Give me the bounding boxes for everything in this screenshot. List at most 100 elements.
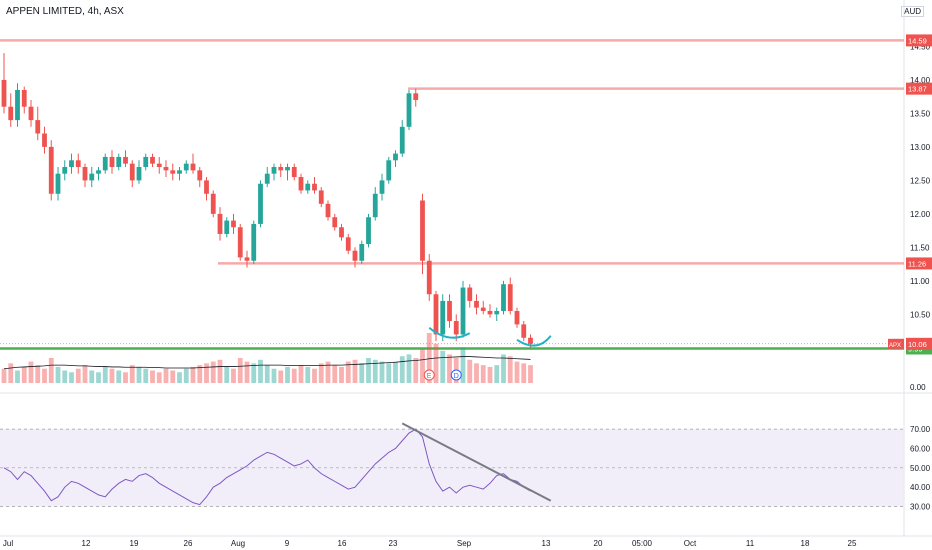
candle-body[interactable] bbox=[244, 257, 250, 261]
candle-body[interactable] bbox=[264, 173, 270, 184]
candle-body[interactable] bbox=[480, 307, 486, 311]
candle-body[interactable] bbox=[339, 227, 344, 238]
candle-body[interactable] bbox=[420, 200, 425, 261]
candle-body[interactable] bbox=[440, 300, 446, 335]
candle-body[interactable] bbox=[28, 106, 34, 121]
candle-body[interactable] bbox=[372, 193, 378, 218]
event-marker[interactable] bbox=[450, 369, 462, 381]
candle-body[interactable] bbox=[507, 284, 513, 311]
candle-body[interactable] bbox=[251, 223, 257, 261]
rsi-trendline[interactable] bbox=[401, 422, 552, 502]
volume-bar bbox=[197, 365, 203, 383]
volume-bar bbox=[298, 365, 304, 383]
candle-body[interactable] bbox=[55, 173, 61, 194]
candle-body[interactable] bbox=[42, 133, 47, 147]
candle-body[interactable] bbox=[1, 79, 7, 107]
volume-bar bbox=[426, 333, 432, 383]
candle-body[interactable] bbox=[379, 180, 385, 194]
candle-body[interactable] bbox=[433, 294, 439, 335]
candle-body[interactable] bbox=[325, 203, 331, 218]
candle-body[interactable] bbox=[224, 220, 230, 234]
candle-body[interactable] bbox=[170, 170, 176, 174]
candle-body[interactable] bbox=[156, 163, 162, 167]
candle-body[interactable] bbox=[514, 310, 520, 325]
candle-body[interactable] bbox=[183, 163, 189, 171]
candle-body[interactable] bbox=[399, 126, 405, 154]
candle-body[interactable] bbox=[231, 220, 236, 228]
candle-body[interactable] bbox=[109, 156, 115, 167]
rsi-line[interactable] bbox=[3, 428, 531, 506]
candle-body[interactable] bbox=[318, 190, 324, 204]
candle-body[interactable] bbox=[15, 89, 20, 121]
candle-body[interactable] bbox=[359, 244, 365, 261]
volume-bar bbox=[89, 370, 95, 383]
candle-body[interactable] bbox=[271, 166, 277, 174]
candle-body[interactable] bbox=[129, 163, 135, 181]
candle-body[interactable] bbox=[237, 227, 243, 258]
candle-body[interactable] bbox=[278, 166, 284, 171]
candle-body[interactable] bbox=[123, 156, 128, 164]
volume-bar bbox=[55, 366, 61, 383]
time-tick-label: 12 bbox=[82, 539, 91, 548]
volume-bar bbox=[150, 370, 155, 383]
candle-body[interactable] bbox=[143, 156, 149, 167]
candle-body[interactable] bbox=[467, 287, 473, 301]
annotation-hook-right[interactable] bbox=[516, 335, 552, 347]
candle-body[interactable] bbox=[345, 237, 351, 251]
candle-body[interactable] bbox=[474, 300, 479, 308]
candle-body[interactable] bbox=[136, 166, 142, 181]
candle-body[interactable] bbox=[447, 300, 452, 322]
candle-body[interactable] bbox=[102, 156, 108, 171]
candle-body[interactable] bbox=[501, 284, 506, 311]
candle-body[interactable] bbox=[291, 166, 297, 178]
candle-body[interactable] bbox=[89, 173, 95, 181]
candle-body[interactable] bbox=[258, 183, 263, 224]
candle-body[interactable] bbox=[96, 170, 101, 174]
time-tick-label: 16 bbox=[338, 539, 347, 548]
candle-body[interactable] bbox=[352, 250, 358, 261]
candle-body[interactable] bbox=[285, 166, 290, 171]
candle-body[interactable] bbox=[163, 166, 169, 171]
event-marker[interactable] bbox=[423, 369, 435, 381]
candle-body[interactable] bbox=[116, 156, 122, 167]
annotation-hook-left[interactable] bbox=[428, 326, 471, 339]
time-tick-label: 26 bbox=[184, 539, 193, 548]
candle-body[interactable] bbox=[210, 193, 216, 214]
candle-body[interactable] bbox=[406, 93, 412, 127]
candle-body[interactable] bbox=[386, 160, 392, 181]
candle-body[interactable] bbox=[460, 287, 466, 335]
candle-body[interactable] bbox=[204, 180, 209, 194]
candle-body[interactable] bbox=[197, 170, 203, 181]
candle-body[interactable] bbox=[393, 153, 398, 161]
candle-body[interactable] bbox=[177, 170, 182, 174]
candle-body[interactable] bbox=[75, 160, 81, 167]
candle-body[interactable] bbox=[48, 146, 54, 194]
candle-body[interactable] bbox=[426, 260, 432, 295]
candle-body[interactable] bbox=[190, 163, 196, 171]
candle-body[interactable] bbox=[217, 213, 223, 234]
candle-body[interactable] bbox=[487, 310, 493, 315]
currency-badge[interactable]: AUD bbox=[901, 6, 924, 17]
candle-body[interactable] bbox=[494, 310, 500, 315]
candle-body[interactable] bbox=[69, 160, 74, 167]
candle-body[interactable] bbox=[8, 106, 14, 121]
candle-body[interactable] bbox=[35, 120, 41, 134]
volume-bar bbox=[48, 358, 54, 383]
candle-body[interactable] bbox=[413, 93, 419, 101]
candle-body[interactable] bbox=[82, 166, 88, 181]
candle-body[interactable] bbox=[62, 166, 68, 174]
rsi-tick-label: 40.00 bbox=[910, 483, 931, 492]
candle-body[interactable] bbox=[521, 324, 527, 338]
candle-body[interactable] bbox=[332, 217, 338, 228]
candle-body[interactable] bbox=[453, 321, 459, 335]
volume-bar bbox=[251, 363, 257, 383]
candle-body[interactable] bbox=[21, 89, 27, 107]
volume-bar bbox=[366, 358, 371, 383]
candle-body[interactable] bbox=[298, 177, 304, 191]
candle-body[interactable] bbox=[150, 156, 155, 164]
candle-body[interactable] bbox=[312, 183, 317, 191]
candle-body[interactable] bbox=[528, 337, 533, 344]
candle-body[interactable] bbox=[305, 183, 311, 191]
candle-body[interactable] bbox=[366, 217, 371, 245]
